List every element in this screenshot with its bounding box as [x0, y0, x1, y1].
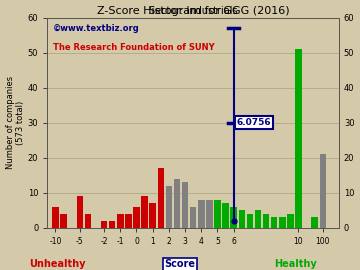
Y-axis label: Number of companies
(573 total): Number of companies (573 total): [5, 76, 25, 169]
Bar: [117, 214, 123, 228]
Bar: [182, 182, 188, 228]
Title: Z-Score Histogram for GGG (2016): Z-Score Histogram for GGG (2016): [97, 6, 289, 16]
Bar: [101, 221, 107, 228]
Text: 6.0756: 6.0756: [237, 118, 271, 127]
Text: Healthy: Healthy: [274, 259, 316, 269]
Bar: [158, 168, 164, 228]
Bar: [279, 217, 285, 228]
Bar: [222, 203, 229, 228]
Bar: [230, 207, 237, 228]
Bar: [295, 49, 302, 228]
Bar: [125, 214, 132, 228]
Bar: [198, 200, 204, 228]
Bar: [320, 154, 326, 228]
Bar: [77, 196, 83, 228]
Bar: [60, 214, 67, 228]
Bar: [206, 200, 213, 228]
Bar: [311, 217, 318, 228]
Bar: [239, 210, 245, 228]
Bar: [214, 200, 221, 228]
Bar: [287, 214, 294, 228]
Bar: [166, 185, 172, 228]
Text: Sector: Industrials: Sector: Industrials: [149, 6, 238, 16]
Bar: [247, 214, 253, 228]
Bar: [133, 207, 140, 228]
Text: The Research Foundation of SUNY: The Research Foundation of SUNY: [53, 43, 215, 52]
Bar: [190, 207, 197, 228]
Bar: [255, 210, 261, 228]
Text: Score: Score: [165, 259, 195, 269]
Bar: [174, 178, 180, 228]
Bar: [109, 221, 116, 228]
Bar: [149, 203, 156, 228]
Text: Unhealthy: Unhealthy: [30, 259, 86, 269]
Bar: [271, 217, 278, 228]
Bar: [141, 196, 148, 228]
Bar: [263, 214, 269, 228]
Bar: [52, 207, 59, 228]
Text: ©www.textbiz.org: ©www.textbiz.org: [53, 24, 140, 33]
Bar: [85, 214, 91, 228]
